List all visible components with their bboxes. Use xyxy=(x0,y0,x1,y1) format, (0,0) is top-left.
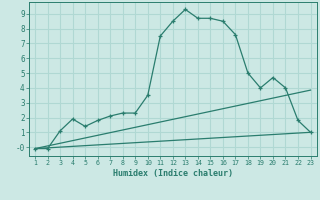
X-axis label: Humidex (Indice chaleur): Humidex (Indice chaleur) xyxy=(113,169,233,178)
